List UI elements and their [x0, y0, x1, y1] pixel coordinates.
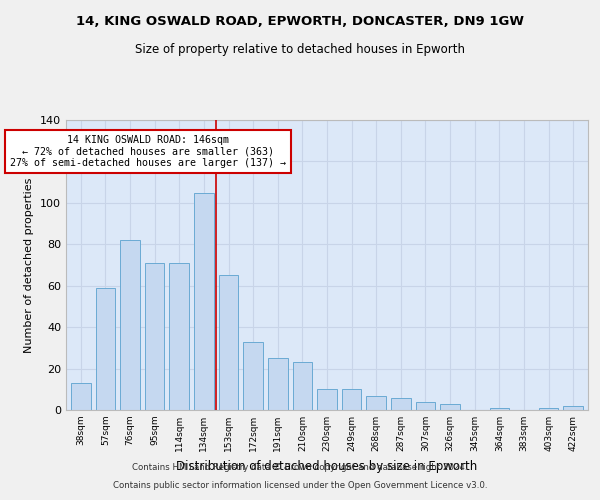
Text: 14 KING OSWALD ROAD: 146sqm
← 72% of detached houses are smaller (363)
27% of se: 14 KING OSWALD ROAD: 146sqm ← 72% of det… — [10, 134, 286, 168]
Bar — [169, 263, 189, 410]
X-axis label: Distribution of detached houses by size in Epworth: Distribution of detached houses by size … — [176, 460, 478, 472]
Bar — [440, 404, 460, 410]
Bar — [243, 342, 263, 410]
Bar — [95, 288, 115, 410]
Text: Contains HM Land Registry data © Crown copyright and database right 2024.: Contains HM Land Registry data © Crown c… — [132, 464, 468, 472]
Text: 14, KING OSWALD ROAD, EPWORTH, DONCASTER, DN9 1GW: 14, KING OSWALD ROAD, EPWORTH, DONCASTER… — [76, 15, 524, 28]
Bar — [145, 263, 164, 410]
Bar — [218, 276, 238, 410]
Bar — [367, 396, 386, 410]
Bar — [120, 240, 140, 410]
Bar — [416, 402, 436, 410]
Bar — [391, 398, 411, 410]
Bar — [342, 390, 361, 410]
Bar — [293, 362, 312, 410]
Bar — [539, 408, 559, 410]
Y-axis label: Number of detached properties: Number of detached properties — [25, 178, 34, 352]
Text: Contains public sector information licensed under the Open Government Licence v3: Contains public sector information licen… — [113, 481, 487, 490]
Bar — [194, 192, 214, 410]
Bar — [490, 408, 509, 410]
Bar — [563, 406, 583, 410]
Text: Size of property relative to detached houses in Epworth: Size of property relative to detached ho… — [135, 42, 465, 56]
Bar — [71, 383, 91, 410]
Bar — [268, 358, 287, 410]
Bar — [317, 390, 337, 410]
